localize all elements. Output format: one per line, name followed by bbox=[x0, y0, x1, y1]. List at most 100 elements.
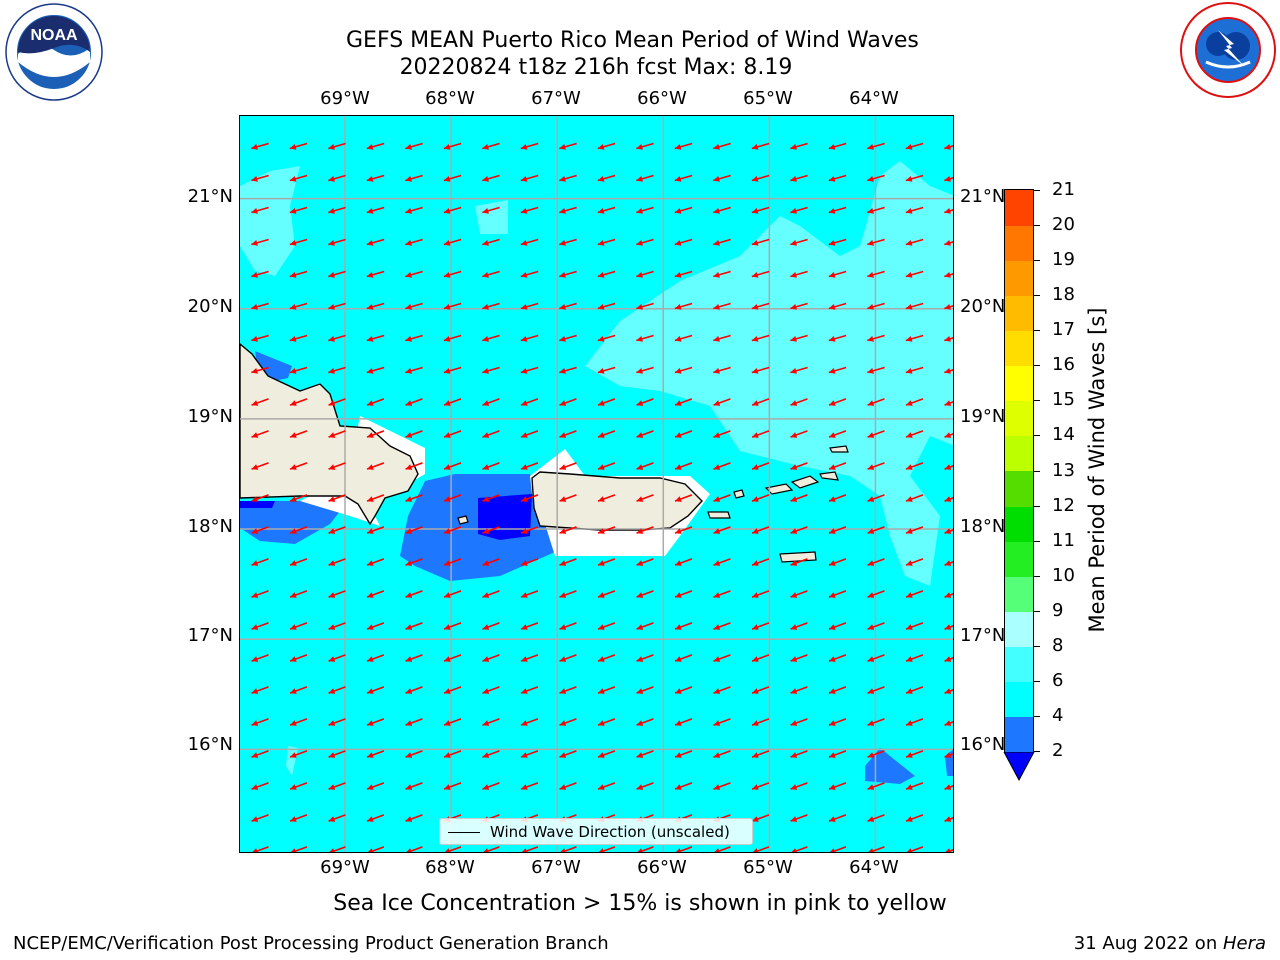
wind-arrow bbox=[520, 494, 539, 502]
wind-arrow bbox=[328, 814, 346, 822]
wind-arrow bbox=[828, 334, 847, 342]
wind-arrow bbox=[867, 718, 885, 726]
wind-arrow bbox=[366, 366, 385, 374]
wind-arrow bbox=[597, 558, 616, 566]
wind-arrow bbox=[520, 654, 539, 662]
wind-arrow bbox=[328, 430, 346, 438]
wind-arrow bbox=[751, 174, 770, 182]
colorbar-title: Mean Period of Wind Waves [s] bbox=[1085, 307, 1109, 633]
wind-arrow bbox=[713, 398, 731, 406]
wind-arrow bbox=[867, 654, 885, 662]
wind-arrow bbox=[905, 686, 924, 694]
wind-arrow bbox=[289, 366, 308, 374]
wind-arrow bbox=[405, 526, 423, 534]
wind-arrow bbox=[328, 398, 346, 406]
wind-arrow bbox=[636, 430, 654, 438]
wind-arrow bbox=[559, 782, 577, 790]
wind-arrow bbox=[636, 238, 654, 246]
wind-arrow bbox=[251, 142, 269, 150]
wind-arrow bbox=[867, 814, 885, 822]
wind-arrow bbox=[905, 334, 924, 342]
wind-arrow bbox=[636, 334, 654, 342]
lat-label-left: 16°N bbox=[187, 734, 233, 755]
wind-arrow bbox=[905, 142, 924, 150]
wind-arrow bbox=[443, 462, 462, 470]
wind-arrow bbox=[867, 750, 885, 758]
colorbar-tick-label: 13 bbox=[1052, 459, 1075, 481]
lon-label-bottom: 64°W bbox=[849, 857, 899, 878]
wind-arrow bbox=[674, 462, 693, 470]
wind-arrow bbox=[520, 270, 539, 278]
wind-arrow bbox=[559, 622, 577, 630]
wind-arrow bbox=[328, 526, 346, 534]
wind-arrow bbox=[752, 846, 770, 852]
wind-arrow bbox=[329, 846, 346, 852]
wind-arrow bbox=[289, 718, 308, 726]
colorbar-tick-label: 12 bbox=[1052, 494, 1075, 516]
wind-arrow bbox=[405, 430, 423, 438]
wind-arrow bbox=[482, 174, 500, 182]
wind-arrow bbox=[289, 622, 308, 630]
colorbar-tick-label: 11 bbox=[1052, 529, 1075, 551]
wind-arrow bbox=[366, 814, 385, 822]
colorbar bbox=[1004, 189, 1034, 752]
wind-arrow bbox=[905, 270, 924, 278]
wind-arrow bbox=[674, 558, 693, 566]
wind-arrow bbox=[790, 206, 808, 214]
wind-arrow bbox=[289, 782, 308, 790]
wind-arrow bbox=[405, 686, 423, 694]
wind-arrow bbox=[867, 142, 885, 150]
wind-arrow bbox=[443, 686, 462, 694]
island-st-croix bbox=[779, 551, 817, 563]
island-virgin bbox=[819, 471, 839, 481]
wind-arrow bbox=[251, 462, 269, 470]
wind-arrow bbox=[905, 750, 924, 758]
wind-arrow bbox=[674, 302, 693, 310]
wind-arrow bbox=[868, 846, 885, 852]
wind-arrow bbox=[597, 718, 616, 726]
wind-arrow bbox=[944, 656, 953, 662]
wind-arrow bbox=[867, 782, 885, 790]
wind-arrow bbox=[597, 590, 616, 598]
wind-arrow bbox=[520, 750, 539, 758]
wind-arrow bbox=[790, 430, 808, 438]
wind-arrow bbox=[366, 686, 385, 694]
wind-arrow bbox=[674, 174, 693, 182]
colorbar-tick-label: 17 bbox=[1052, 319, 1075, 341]
wind-arrow bbox=[289, 238, 308, 246]
wind-arrow bbox=[559, 366, 577, 374]
wind-arrow bbox=[713, 174, 731, 182]
colorbar-segment bbox=[1005, 540, 1033, 577]
wind-arrow bbox=[751, 686, 770, 694]
chart-subtitle: 20220824 t18z 216h fcst Max: 8.19 bbox=[399, 55, 793, 80]
wind-arrow bbox=[713, 238, 731, 246]
wind-direction-legend: Wind Wave Direction (unscaled) bbox=[439, 818, 753, 845]
colorbar-tick bbox=[1034, 680, 1040, 682]
wind-arrow bbox=[674, 718, 693, 726]
wind-arrow bbox=[944, 560, 953, 566]
wind-arrow bbox=[597, 462, 616, 470]
wind-arrow bbox=[251, 558, 269, 566]
wind-arrow bbox=[444, 846, 462, 852]
wind-arrow bbox=[289, 142, 308, 150]
wind-arrow bbox=[405, 494, 423, 502]
colorbar-segment bbox=[1005, 260, 1033, 297]
wind-arrow bbox=[713, 142, 731, 150]
wind-arrow bbox=[559, 270, 577, 278]
lon-label-bottom: 67°W bbox=[531, 857, 581, 878]
wind-arrow bbox=[944, 592, 953, 598]
wind-arrow bbox=[597, 206, 616, 214]
lat-label-right: 21°N bbox=[960, 186, 1006, 207]
wind-arrow bbox=[597, 526, 616, 534]
island-mona bbox=[457, 515, 469, 525]
wind-arrow bbox=[828, 622, 847, 630]
wind-arrow bbox=[405, 654, 423, 662]
wind-arrow bbox=[328, 142, 346, 150]
wind-arrow bbox=[482, 622, 500, 630]
wind-arrow bbox=[482, 750, 500, 758]
wind-arrow bbox=[944, 624, 953, 630]
wind-arrow bbox=[366, 238, 385, 246]
wind-arrow bbox=[366, 622, 385, 630]
wind-arrow bbox=[828, 238, 847, 246]
wind-arrow bbox=[597, 398, 616, 406]
